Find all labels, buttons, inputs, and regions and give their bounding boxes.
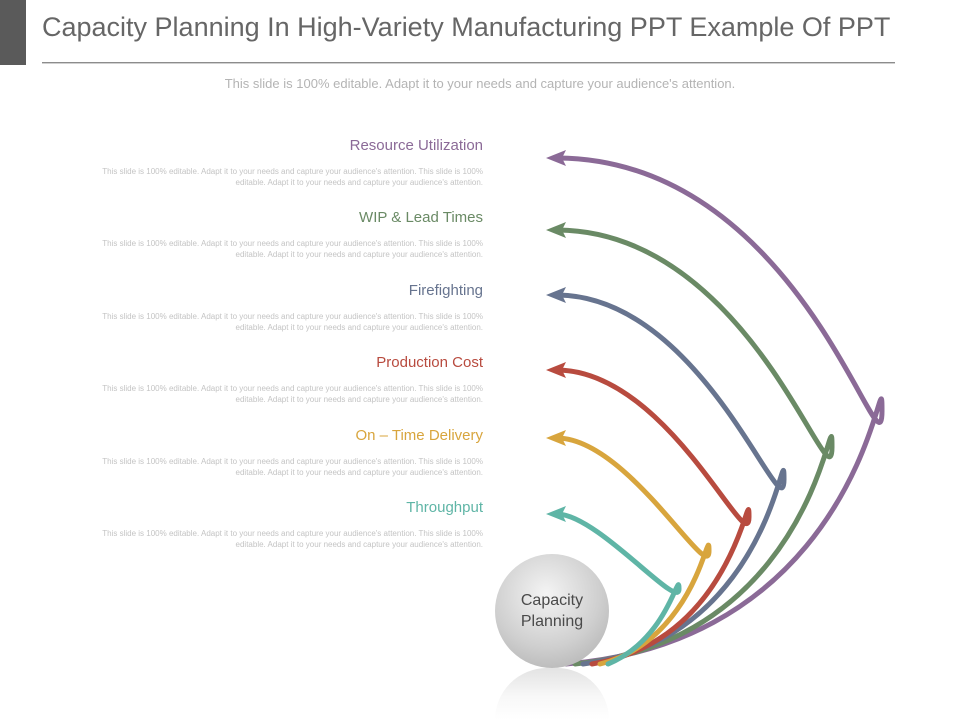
arrow-curve-production-cost	[555, 367, 752, 667]
arrowhead-production-cost	[546, 362, 566, 378]
arrow-curve-throughput	[555, 511, 682, 667]
item-description: This slide is 100% editable. Adapt it to…	[102, 167, 483, 187]
item-heading-production-cost: Production Cost	[376, 354, 483, 371]
item-heading-firefighting: Firefighting	[408, 282, 483, 299]
item-description: This slide is 100% editable. Adapt it to…	[102, 312, 483, 332]
arrow-curve-wip-lead-times	[555, 227, 835, 667]
arrowhead-wip-lead-times	[546, 222, 566, 238]
item-description: This slide is 100% editable. Adapt it to…	[102, 384, 483, 404]
arrow-curve-resource-utilization	[555, 155, 885, 667]
capacity-planning-hub: Capacity Planning	[495, 554, 609, 668]
item-description: This slide is 100% editable. Adapt it to…	[102, 239, 483, 259]
arrowhead-on-time-delivery	[546, 430, 566, 446]
item-heading-resource-utilization: Resource Utilization	[349, 137, 483, 154]
arrowhead-throughput	[546, 506, 566, 522]
arrow-curve-on-time-delivery	[555, 435, 712, 667]
hub-label: Capacity Planning	[507, 590, 597, 632]
title-divider	[42, 62, 895, 64]
hub-label-line1: Capacity	[520, 592, 584, 609]
item-description: This slide is 100% editable. Adapt it to…	[102, 457, 483, 477]
title-accent-bar	[0, 0, 26, 65]
arrowhead-firefighting	[546, 287, 566, 303]
item-description: This slide is 100% editable. Adapt it to…	[102, 529, 483, 549]
item-heading-throughput: Throughput	[406, 499, 483, 516]
hub-label-line2: Planning	[520, 613, 584, 630]
arrowhead-resource-utilization	[546, 150, 566, 166]
slide-title: Capacity Planning In High-Variety Manufa…	[42, 12, 891, 42]
item-heading-wip-lead-times: WIP & Lead Times	[359, 209, 483, 226]
arrow-curve-firefighting	[555, 292, 787, 667]
slide-subtitle: This slide is 100% editable. Adapt it to…	[224, 76, 736, 91]
item-heading-on-time-delivery: On – Time Delivery	[355, 427, 483, 444]
